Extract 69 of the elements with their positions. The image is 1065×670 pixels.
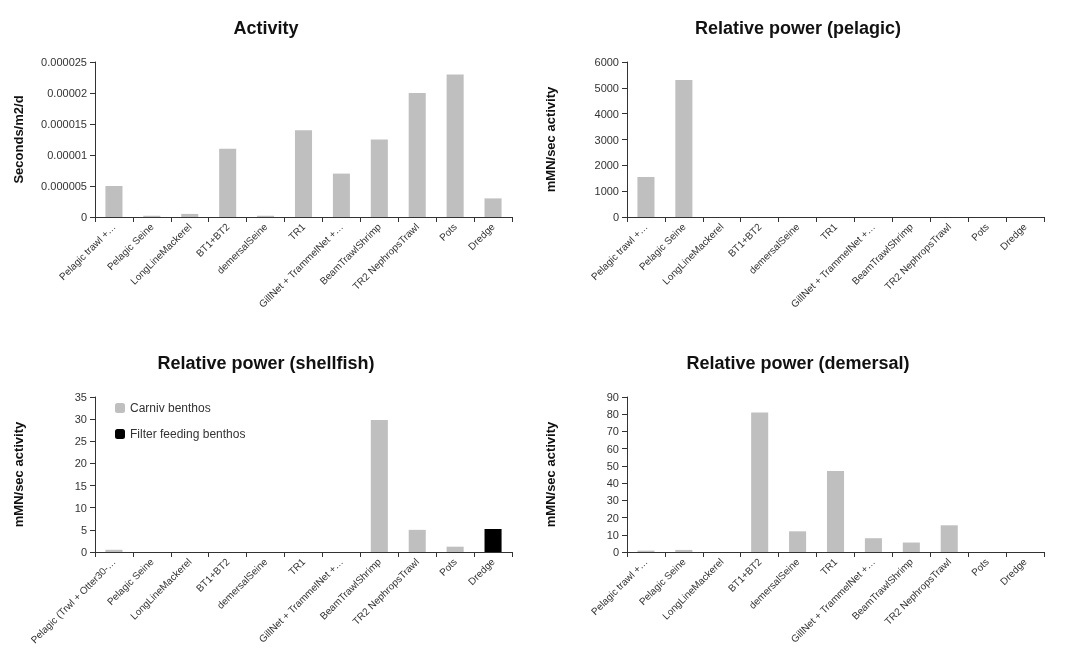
bar [294,130,313,217]
y-tick-label: 30 [74,413,87,426]
y-tick-label: 60 [606,442,619,455]
y-tick-label: 0.00001 [47,149,87,161]
bar [446,74,464,217]
y-axis-title: mMN/sec activity [543,420,558,528]
x-tick-label: TR1 [818,555,840,578]
bar [105,186,123,217]
x-tick-label: Pots [969,221,992,244]
bar [484,198,502,217]
y-tick-label: 0 [612,546,619,558]
y-tick-label: 0 [80,211,87,223]
x-tick-label: Pots [437,221,460,244]
y-tick-label: 0.00002 [47,87,87,99]
y-tick-label: 4000 [594,107,619,120]
chart-title: Relative power (shellfish) [157,353,375,373]
bar [446,546,464,552]
x-tick-label: TR1 [286,555,308,578]
bar [675,549,693,552]
x-tick-label: Pots [969,556,992,579]
bar [940,525,958,552]
y-axis-title: Seconds/m2/d [11,95,26,184]
y-tick-label: 80 [606,408,619,421]
y-tick-label: 0 [80,546,87,558]
bar [826,471,845,552]
bar [864,538,882,552]
y-tick-label: 2000 [594,159,619,172]
chart-title: Activity [233,18,299,38]
y-tick-label: 20 [74,457,87,470]
y-tick-label: 5000 [594,81,619,94]
y-tick-label: 0.000015 [41,118,87,130]
bar [408,529,426,552]
y-tick-label: 30 [606,494,619,507]
y-tick-label: 35 [74,391,87,403]
y-axis-title: mMN/sec activity [11,420,26,528]
y-tick-label: 10 [606,528,619,541]
x-tick-label: TR1 [286,220,308,243]
y-tick-label: 70 [606,425,619,438]
x-tick-label: Pots [437,556,460,579]
bar [484,528,502,552]
chart-title: Relative power (pelagic) [694,18,902,38]
y-tick-label: 10 [74,501,87,514]
legend-label: Filter feeding benthos [130,427,246,441]
y-tick-label: 0.000005 [41,180,87,192]
y-tick-label: 50 [606,459,619,472]
y-tick-label: 3000 [594,133,619,146]
y-tick-label: 0.000025 [41,56,87,68]
bar [370,139,388,217]
bar [751,412,769,552]
bar [181,213,199,217]
bar [408,93,426,217]
y-tick-label: 40 [606,477,619,490]
y-tick-label: 15 [74,479,87,492]
y-axis-title: mMN/sec activity [543,85,558,193]
y-tick-label: 5 [80,523,87,536]
y-tick-label: 0 [612,211,619,223]
bar [370,420,388,552]
bar [789,531,807,552]
legend-label: Carniv benthos [130,401,211,415]
y-tick-label: 20 [606,511,619,524]
bar [902,542,920,552]
bar [332,173,350,217]
y-tick-label: 1000 [594,185,619,198]
bar [219,148,237,217]
y-tick-label: 6000 [594,56,619,68]
chart-title: Relative power (demersal) [686,353,910,373]
x-tick-label: TR1 [818,220,840,243]
y-tick-label: 90 [606,391,619,403]
y-tick-label: 25 [74,435,87,448]
